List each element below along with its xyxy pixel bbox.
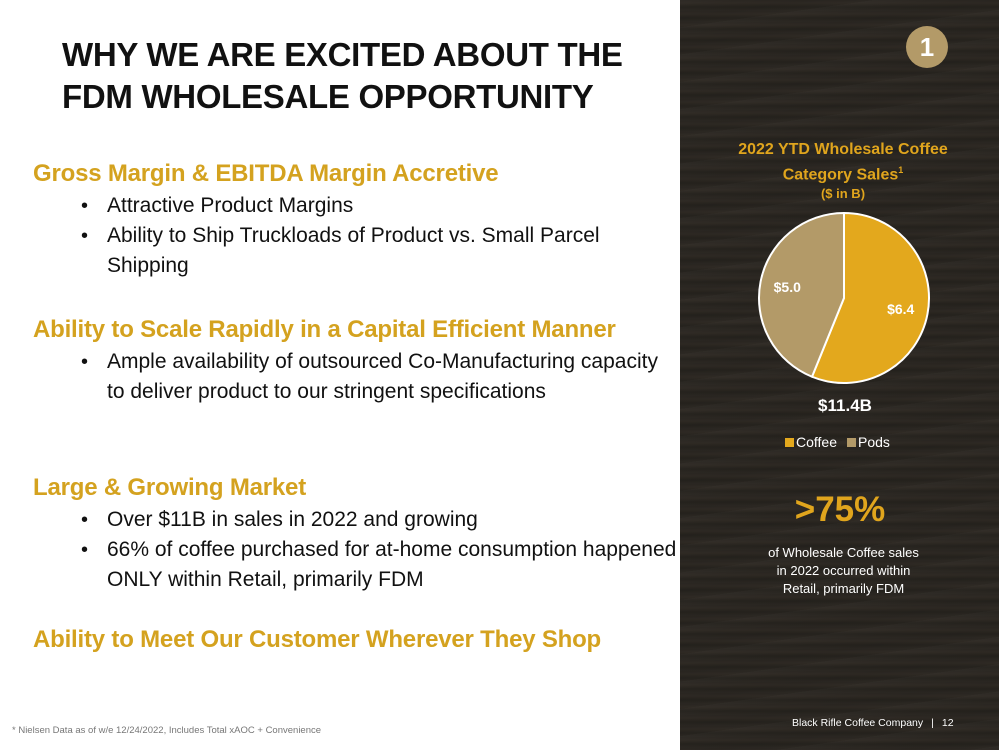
legend-label: Pods <box>858 434 890 450</box>
title-line-1: WHY WE ARE EXCITED ABOUT THE <box>62 36 623 73</box>
bullet-item: Over $11B in sales in 2022 and growing <box>33 505 678 535</box>
bullet-list: Attractive Product Margins Ability to Sh… <box>33 191 678 281</box>
chart-title-line-2: Category Sales1 <box>782 165 904 184</box>
title-line-2: FDM WHOLESALE OPPORTUNITY <box>62 78 594 115</box>
bullet-item: Ample availability of outsourced Co-Manu… <box>33 347 678 407</box>
stats-panel: 1 2022 YTD Wholesale Coffee Category Sal… <box>680 0 999 750</box>
legend-label: Coffee <box>796 434 837 450</box>
legend-swatch <box>785 437 794 447</box>
section-scale: Ability to Scale Rapidly in a Capital Ef… <box>33 315 678 407</box>
stat-value: >75% <box>794 490 886 529</box>
footer-separator: | <box>931 717 934 729</box>
section-heading: Gross Margin & EBITDA Margin Accretive <box>33 160 499 187</box>
section-heading: Ability to Meet Our Customer Wherever Th… <box>33 626 602 653</box>
legend-swatch <box>847 437 856 447</box>
stat-line: Retail, primarily FDM <box>782 581 905 596</box>
chart-legend: Coffee Pods <box>785 434 925 450</box>
section-heading: Large & Growing Market <box>33 474 306 501</box>
chart-units: ($ in B) <box>820 186 866 202</box>
section-heading: Ability to Scale Rapidly in a Capital Ef… <box>33 316 616 343</box>
section-customer: Ability to Meet Our Customer Wherever Th… <box>33 625 678 655</box>
bullet-item: Attractive Product Margins <box>33 191 678 221</box>
legend-item-coffee: Coffee <box>785 434 837 450</box>
stat-line: in 2022 occurred within <box>776 563 911 578</box>
bullet-list: Over $11B in sales in 2022 and growing 6… <box>33 505 678 595</box>
stat-line: of Wholesale Coffee sales <box>768 545 919 560</box>
company-footer: Black Rifle Coffee Company | 12 <box>792 717 992 729</box>
page-number: 12 <box>941 717 954 729</box>
content-panel: WHY WE ARE EXCITED ABOUT THE FDM WHOLESA… <box>0 0 680 750</box>
pie-label-coffee: $6.4 <box>887 301 914 317</box>
bullet-item: Ability to Ship Truckloads of Product vs… <box>33 221 678 281</box>
number-badge: 1 <box>906 26 948 68</box>
section-margin: Gross Margin & EBITDA Margin Accretive A… <box>33 159 678 281</box>
chart-total: $11.4B <box>818 396 872 415</box>
bullet-item: 66% of coffee purchased for at-home cons… <box>33 535 678 595</box>
pie-slice-coffee <box>810 211 930 384</box>
chart-title: 2022 YTD Wholesale Coffee Category Sales… <box>700 139 986 203</box>
footnote: * Nielsen Data as of w/e 12/24/2022, Inc… <box>12 725 322 736</box>
legend-item-pods: Pods <box>847 434 890 450</box>
pie-slice-pods <box>758 211 845 379</box>
company-name: Black Rifle Coffee Company <box>792 717 924 729</box>
pie-chart: $6.4 $5.0 <box>758 211 930 384</box>
footnote-marker: 1 <box>898 165 904 175</box>
section-market: Large & Growing Market Over $11B in sale… <box>33 473 678 595</box>
slide-title: WHY WE ARE EXCITED ABOUT THE FDM WHOLESA… <box>62 34 662 118</box>
bullet-list: Ample availability of outsourced Co-Manu… <box>33 347 678 407</box>
chart-title-line-1: 2022 YTD Wholesale Coffee <box>738 141 948 158</box>
pie-label-pods: $5.0 <box>774 279 801 295</box>
stat-description: of Wholesale Coffee sales in 2022 occurr… <box>740 544 947 598</box>
